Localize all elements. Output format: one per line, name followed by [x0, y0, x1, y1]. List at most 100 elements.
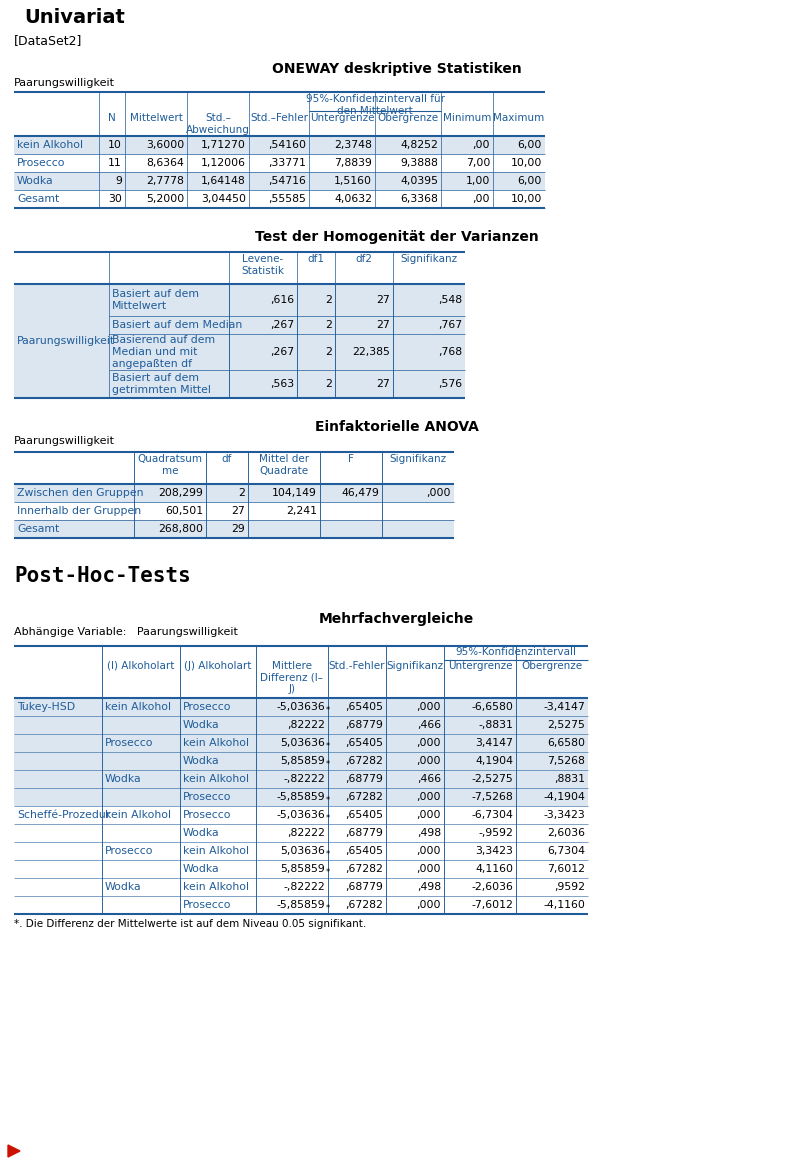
- Text: *: *: [326, 707, 330, 716]
- Text: kein Alkohol: kein Alkohol: [183, 881, 249, 892]
- Text: ,68779: ,68779: [345, 828, 383, 838]
- Text: Untergrenze: Untergrenze: [448, 661, 512, 670]
- Text: 95%-Konfidenzintervall: 95%-Konfidenzintervall: [455, 647, 577, 656]
- Text: Signifikanz: Signifikanz: [389, 454, 446, 464]
- Text: -6,6580: -6,6580: [471, 702, 513, 712]
- Text: 268,800: 268,800: [158, 524, 203, 534]
- Text: 2: 2: [325, 379, 332, 389]
- Text: Prosecco: Prosecco: [183, 702, 232, 712]
- Text: Std.-Fehler: Std.-Fehler: [329, 661, 385, 670]
- Text: Wodka: Wodka: [105, 774, 142, 784]
- Bar: [14, 698, 588, 716]
- Text: ,67282: ,67282: [345, 756, 383, 766]
- Text: -,82222: -,82222: [283, 881, 325, 892]
- Text: 3,04450: 3,04450: [201, 194, 246, 204]
- Text: ,768: ,768: [438, 347, 462, 357]
- Text: Zwischen den Gruppen: Zwischen den Gruppen: [17, 489, 144, 498]
- Text: Wodka: Wodka: [183, 828, 220, 838]
- Text: kein Alkohol: kein Alkohol: [183, 847, 249, 856]
- Text: -3,4147: -3,4147: [543, 702, 585, 712]
- Text: *: *: [326, 743, 330, 752]
- Text: (I) Alkoholart: (I) Alkoholart: [107, 661, 174, 670]
- Text: 30: 30: [108, 194, 122, 204]
- Text: -,82222: -,82222: [283, 774, 325, 784]
- Text: ,00: ,00: [473, 140, 490, 150]
- Text: Levene-
Statistik: Levene- Statistik: [242, 254, 285, 275]
- Text: ,498: ,498: [417, 881, 441, 892]
- Text: 6,6580: 6,6580: [547, 738, 585, 749]
- Text: Basiert auf dem Median: Basiert auf dem Median: [112, 319, 242, 330]
- Bar: [14, 333, 465, 370]
- Text: ,466: ,466: [417, 774, 441, 784]
- Text: Wodka: Wodka: [17, 176, 54, 187]
- Text: *. Die Differenz der Mittelwerte ist auf dem Niveau 0.05 signifikant.: *. Die Differenz der Mittelwerte ist auf…: [14, 919, 366, 929]
- Text: ,65405: ,65405: [345, 847, 383, 856]
- Text: Einfaktorielle ANOVA: Einfaktorielle ANOVA: [315, 420, 478, 434]
- Text: Paarungswilligkeit: Paarungswilligkeit: [14, 78, 115, 87]
- Text: Basiert auf dem
Mittelwert: Basiert auf dem Mittelwert: [112, 289, 199, 311]
- Text: ,68779: ,68779: [345, 774, 383, 784]
- Text: ,67282: ,67282: [345, 864, 383, 874]
- Text: ,616: ,616: [270, 295, 294, 305]
- Text: df2: df2: [355, 254, 373, 264]
- Bar: [14, 788, 588, 806]
- Text: 7,8839: 7,8839: [334, 159, 372, 168]
- Text: 2,5275: 2,5275: [547, 719, 585, 730]
- Text: -7,5268: -7,5268: [471, 792, 513, 802]
- Text: Test der Homogenität der Varianzen: Test der Homogenität der Varianzen: [255, 230, 538, 244]
- Text: ,000: ,000: [416, 900, 441, 909]
- Text: -4,1160: -4,1160: [543, 900, 585, 909]
- Text: Prosecco: Prosecco: [105, 738, 154, 749]
- Text: Prosecco: Prosecco: [105, 847, 154, 856]
- Text: Maximum: Maximum: [493, 113, 545, 122]
- Text: ,8831: ,8831: [554, 774, 585, 784]
- Bar: [14, 92, 545, 136]
- Text: -2,6036: -2,6036: [471, 881, 513, 892]
- Text: 3,6000: 3,6000: [146, 140, 184, 150]
- Bar: [14, 824, 588, 842]
- Text: *: *: [326, 796, 330, 806]
- Text: -3,3423: -3,3423: [543, 810, 585, 820]
- Bar: [14, 752, 588, 770]
- Bar: [14, 190, 545, 208]
- Text: (J) Alkoholart: (J) Alkoholart: [184, 661, 251, 670]
- Text: 6,7304: 6,7304: [547, 847, 585, 856]
- Text: Signifikanz: Signifikanz: [400, 254, 458, 264]
- Text: ,68779: ,68779: [345, 719, 383, 730]
- Text: ,563: ,563: [270, 379, 294, 389]
- Text: 1,00: 1,00: [465, 176, 490, 187]
- Text: 6,00: 6,00: [518, 140, 542, 150]
- Text: ,576: ,576: [438, 379, 462, 389]
- Text: 4,0395: 4,0395: [400, 176, 438, 187]
- Text: Minimum: Minimum: [442, 113, 491, 122]
- Text: -6,7304: -6,7304: [471, 810, 513, 820]
- Text: -4,1904: -4,1904: [543, 792, 585, 802]
- Text: 2: 2: [325, 295, 332, 305]
- Text: Gesamt: Gesamt: [17, 524, 59, 534]
- Bar: [14, 503, 454, 520]
- Bar: [14, 895, 588, 914]
- Text: Prosecco: Prosecco: [183, 810, 232, 820]
- Text: ,68779: ,68779: [345, 881, 383, 892]
- Text: 27: 27: [376, 319, 390, 330]
- Text: ,767: ,767: [438, 319, 462, 330]
- Bar: [14, 878, 588, 895]
- Text: Prosecco: Prosecco: [17, 159, 66, 168]
- Text: 1,12006: 1,12006: [201, 159, 246, 168]
- Text: kein Alkohol: kein Alkohol: [17, 140, 83, 150]
- Bar: [14, 806, 588, 824]
- Text: ,000: ,000: [427, 489, 451, 498]
- Text: 11: 11: [109, 159, 122, 168]
- Text: Mehrfachvergleiche: Mehrfachvergleiche: [319, 612, 474, 626]
- Text: ,65405: ,65405: [345, 702, 383, 712]
- Text: 7,5268: 7,5268: [547, 756, 585, 766]
- Text: 4,0632: 4,0632: [334, 194, 372, 204]
- Text: ,548: ,548: [438, 295, 462, 305]
- Text: Obergrenze: Obergrenze: [377, 113, 439, 122]
- Text: ONEWAY deskriptive Statistiken: ONEWAY deskriptive Statistiken: [272, 62, 521, 76]
- Text: 9: 9: [115, 176, 122, 187]
- Text: kein Alkohol: kein Alkohol: [105, 810, 171, 820]
- Text: Wodka: Wodka: [183, 864, 220, 874]
- Text: *: *: [326, 850, 330, 859]
- Text: 29: 29: [232, 524, 245, 534]
